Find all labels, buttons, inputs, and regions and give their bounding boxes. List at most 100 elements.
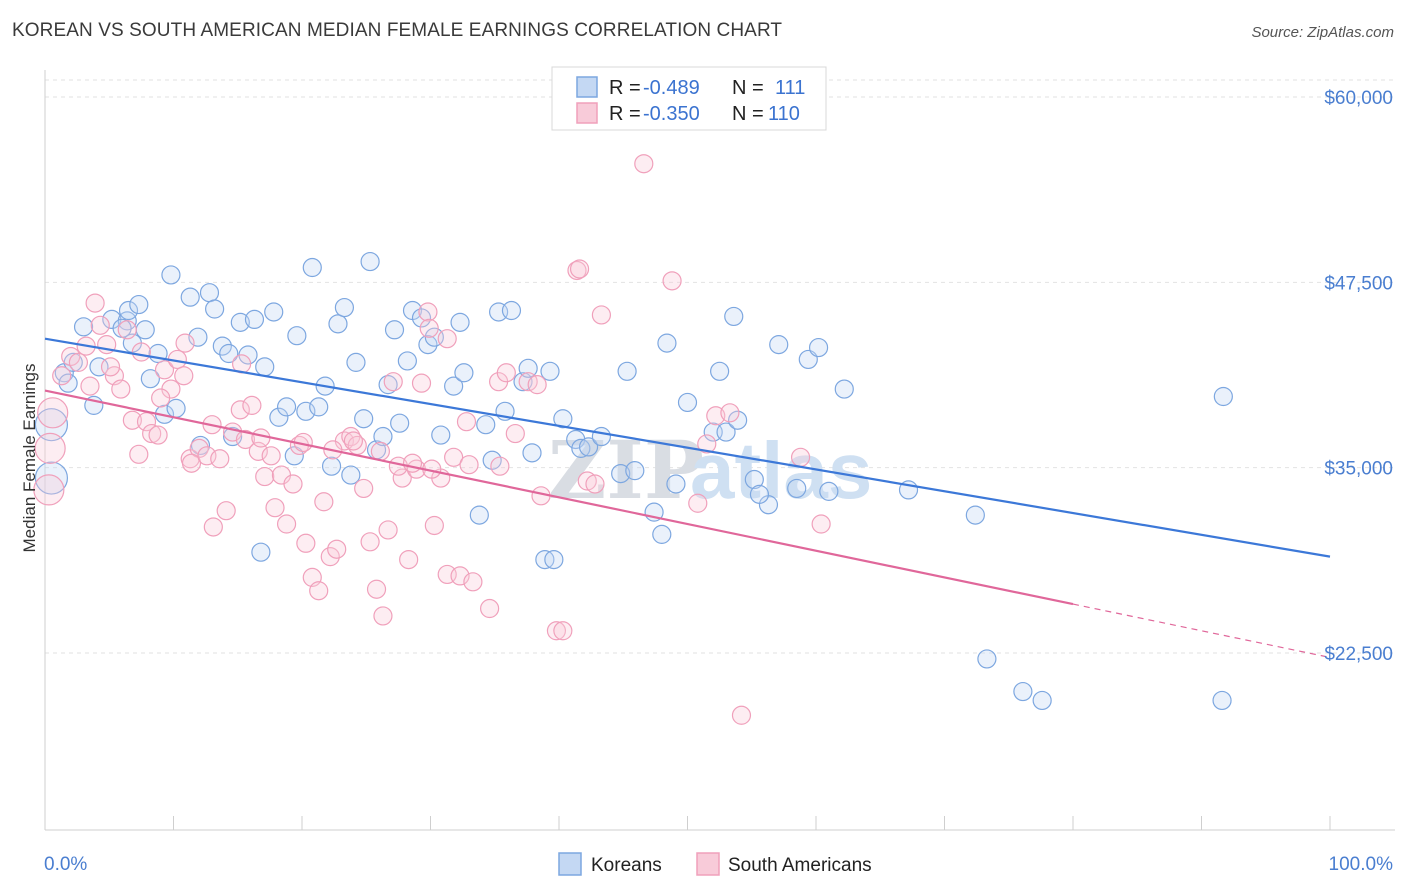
data-point: [37, 397, 69, 429]
trend-lines: [44, 337, 1331, 659]
data-point: [341, 465, 361, 485]
data-point: [378, 375, 398, 395]
data-point: [34, 461, 69, 495]
data-point: [354, 409, 374, 429]
data-point: [697, 434, 717, 454]
y-axis-label: Median Female Earnings: [20, 364, 39, 553]
data-point: [210, 449, 230, 469]
bottom-legend-swatch-south-americans: [696, 852, 720, 876]
data-point: [161, 265, 181, 285]
data-point: [790, 447, 811, 467]
data-point: [444, 447, 464, 467]
data-point: [174, 366, 194, 386]
data-point: [140, 369, 160, 389]
data-point: [219, 343, 239, 364]
data-point: [251, 542, 271, 562]
data-point: [34, 432, 66, 464]
data-point: [527, 375, 547, 395]
data-point: [284, 446, 304, 466]
data-point: [490, 456, 510, 476]
data-point: [544, 549, 564, 570]
data-point: [235, 429, 256, 450]
x-tick-labels: 0.0% 100.0%: [44, 854, 1393, 875]
data-point: [459, 455, 479, 475]
data-point: [212, 336, 232, 356]
data-point: [437, 329, 457, 349]
data-point: [769, 335, 789, 355]
data-point: [131, 342, 151, 362]
data-point: [463, 572, 483, 592]
data-point: [1032, 690, 1052, 711]
data-point: [129, 444, 149, 464]
data-point: [617, 361, 637, 381]
data-point: [666, 474, 686, 494]
data-point: [346, 352, 366, 372]
data-point: [450, 312, 470, 332]
data-point: [418, 335, 438, 355]
legend-r-value-2: -0.350: [643, 103, 700, 125]
data-point: [397, 351, 417, 371]
data-point: [540, 361, 560, 381]
data-point: [90, 315, 110, 335]
data-point: [383, 372, 403, 392]
data-point: [591, 426, 612, 447]
legend-n-label-2: N =: [732, 103, 764, 125]
data-point: [634, 154, 654, 174]
data-point: [373, 426, 393, 447]
data-point: [808, 337, 829, 358]
data-point: [731, 705, 752, 725]
data-point: [117, 320, 137, 340]
data-point: [977, 649, 997, 669]
data-point: [384, 320, 405, 340]
legend-r-value-1: -0.489: [643, 77, 700, 99]
data-point: [52, 366, 72, 386]
data-point: [261, 446, 281, 466]
data-point: [688, 493, 708, 513]
data-point: [129, 294, 149, 315]
data-point: [585, 474, 605, 494]
data-point: [378, 520, 398, 540]
data-point: [309, 581, 329, 601]
data-point: [811, 514, 831, 534]
data-point: [166, 398, 186, 418]
data-point: [199, 283, 220, 303]
data-point: [366, 579, 387, 599]
data-point: [454, 363, 474, 383]
y-tick-labels: $22,500 $35,000 $47,500 $60,000: [1324, 88, 1393, 665]
series-south-americans-points: [33, 154, 831, 725]
data-point: [965, 505, 985, 525]
data-point: [591, 305, 612, 325]
data-point: [402, 453, 423, 473]
data-point: [151, 388, 171, 408]
data-point: [710, 361, 730, 381]
data-point: [142, 423, 162, 444]
data-point: [571, 438, 591, 458]
data-point: [652, 524, 672, 544]
data-point: [309, 397, 329, 417]
data-point: [203, 517, 223, 537]
legend-n-label-1: N =: [732, 77, 764, 99]
data-point: [276, 514, 297, 534]
y-tick-label: $35,000: [1324, 459, 1393, 480]
stats-legend: R = -0.489 N = 111 R = -0.350 N = 110: [551, 66, 827, 131]
trend-line-south-americans-extrapolated: [1072, 603, 1331, 659]
data-point: [230, 400, 250, 420]
data-point: [518, 358, 538, 378]
data-point: [264, 302, 284, 322]
data-point: [360, 532, 380, 552]
data-point: [834, 379, 854, 399]
data-point: [320, 547, 340, 567]
series-legend: Koreans South Americans: [558, 852, 872, 876]
chart-title: KOREAN VS SOUTH AMERICAN MEDIAN FEMALE E…: [12, 20, 783, 41]
data-point: [269, 407, 289, 427]
data-point: [111, 379, 131, 399]
data-point: [399, 549, 419, 570]
data-point: [118, 300, 139, 321]
data-point: [611, 463, 631, 484]
data-point: [1213, 386, 1233, 407]
data-point: [255, 357, 275, 377]
data-point: [327, 539, 347, 559]
data-point: [68, 352, 89, 372]
data-point: [578, 437, 599, 457]
